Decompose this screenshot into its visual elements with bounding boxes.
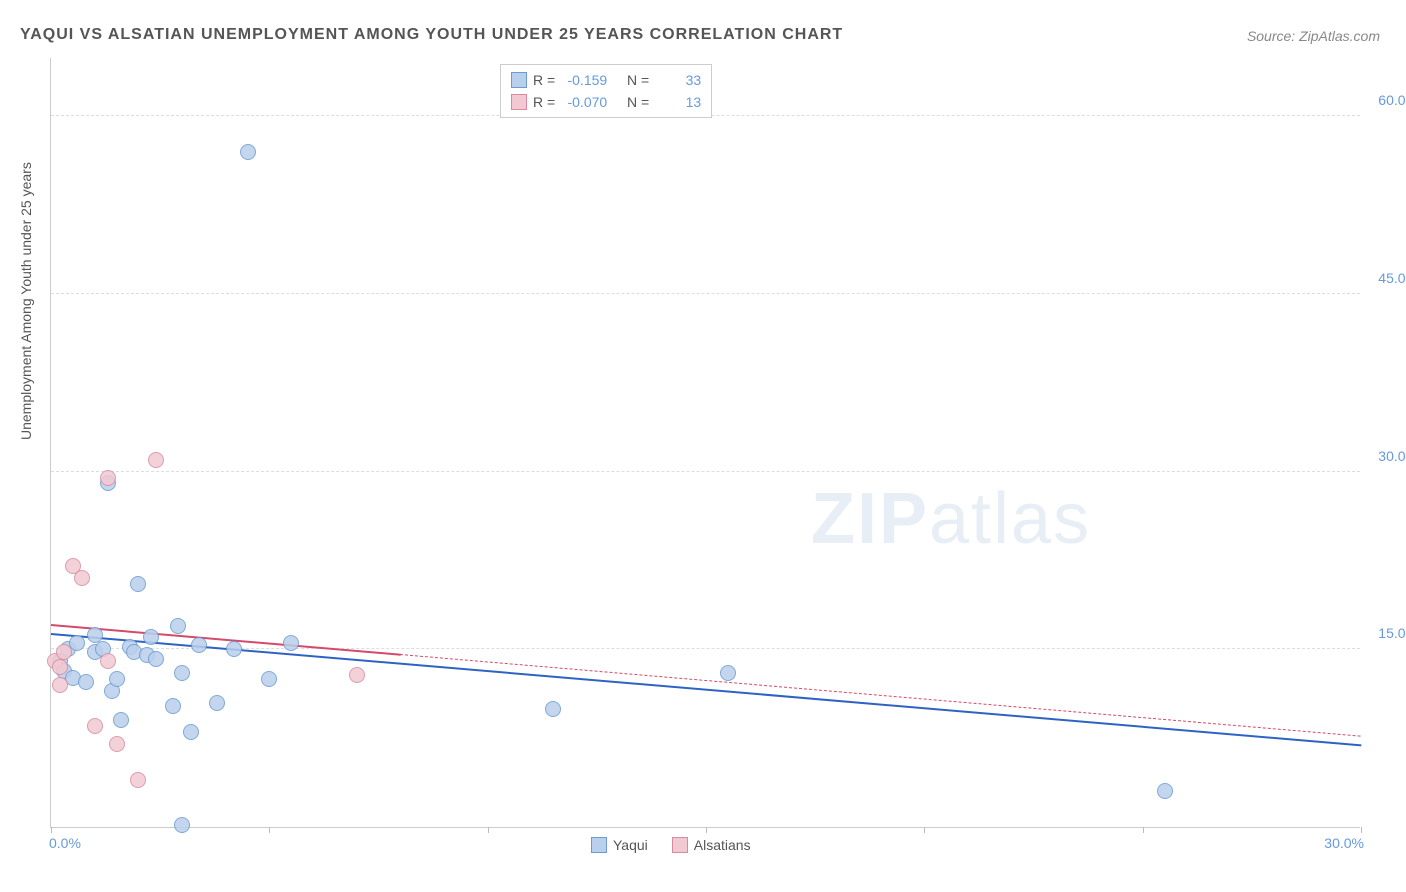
x-tick-label: 30.0% [1324, 835, 1364, 851]
gridline [51, 471, 1360, 472]
data-point [148, 452, 164, 468]
y-tick-label: 15.0% [1368, 625, 1406, 641]
data-point [109, 736, 125, 752]
y-tick-label: 30.0% [1368, 448, 1406, 464]
data-point [226, 641, 242, 657]
stat-value: -0.159 [561, 72, 607, 88]
x-tick [706, 827, 707, 833]
data-point [209, 695, 225, 711]
source-credit: Source: ZipAtlas.com [1247, 28, 1380, 44]
data-point [174, 665, 190, 681]
stats-legend: R = -0.159 N = 33 R = -0.070 N = 13 [500, 64, 712, 118]
data-point [87, 718, 103, 734]
data-point [240, 144, 256, 160]
stat-value: 13 [655, 94, 701, 110]
y-tick-label: 60.0% [1368, 92, 1406, 108]
data-point [56, 644, 72, 660]
data-point [191, 637, 207, 653]
trend-line [400, 654, 1361, 737]
x-tick [51, 827, 52, 833]
legend-label: Yaqui [613, 837, 648, 853]
x-tick-label: 0.0% [49, 835, 81, 851]
watermark: ZIPatlas [811, 478, 1091, 560]
data-point [545, 701, 561, 717]
data-point [283, 635, 299, 651]
x-tick [488, 827, 489, 833]
stat-label: R = [533, 72, 555, 88]
chart-container: YAQUI VS ALSATIAN UNEMPLOYMENT AMONG YOU… [0, 0, 1406, 892]
stat-value: -0.070 [561, 94, 607, 110]
data-point [130, 772, 146, 788]
data-point [143, 629, 159, 645]
data-point [74, 570, 90, 586]
series-swatch [591, 837, 607, 853]
legend-label: Alsatians [694, 837, 751, 853]
legend-item: Yaqui [591, 837, 648, 853]
data-point [52, 677, 68, 693]
stat-value: 33 [655, 72, 701, 88]
scatter-chart: ZIPatlas 15.0%30.0%45.0%60.0%0.0%30.0%Ya… [50, 58, 1360, 828]
data-point [52, 659, 68, 675]
data-point [349, 667, 365, 683]
series-swatch [511, 94, 527, 110]
x-tick [924, 827, 925, 833]
data-point [1157, 783, 1173, 799]
data-point [78, 674, 94, 690]
data-point [113, 712, 129, 728]
data-point [170, 618, 186, 634]
chart-title: YAQUI VS ALSATIAN UNEMPLOYMENT AMONG YOU… [20, 26, 843, 44]
data-point [100, 470, 116, 486]
stat-label: R = [533, 94, 555, 110]
series-swatch [672, 837, 688, 853]
gridline [51, 293, 1360, 294]
stats-row: R = -0.070 N = 13 [511, 91, 701, 113]
data-point [261, 671, 277, 687]
data-point [109, 671, 125, 687]
data-point [720, 665, 736, 681]
data-point [148, 651, 164, 667]
x-tick [1143, 827, 1144, 833]
data-point [130, 576, 146, 592]
data-point [165, 698, 181, 714]
y-axis-label: Unemployment Among Youth under 25 years [18, 162, 34, 440]
legend: Yaqui Alsatians [591, 837, 751, 853]
x-tick [269, 827, 270, 833]
y-tick-label: 45.0% [1368, 270, 1406, 286]
stats-row: R = -0.159 N = 33 [511, 69, 701, 91]
trend-line [51, 633, 1361, 746]
data-point [174, 817, 190, 833]
stat-label: N = [627, 72, 649, 88]
stat-label: N = [627, 94, 649, 110]
x-tick [1361, 827, 1362, 833]
data-point [100, 653, 116, 669]
legend-item: Alsatians [672, 837, 751, 853]
data-point [183, 724, 199, 740]
series-swatch [511, 72, 527, 88]
